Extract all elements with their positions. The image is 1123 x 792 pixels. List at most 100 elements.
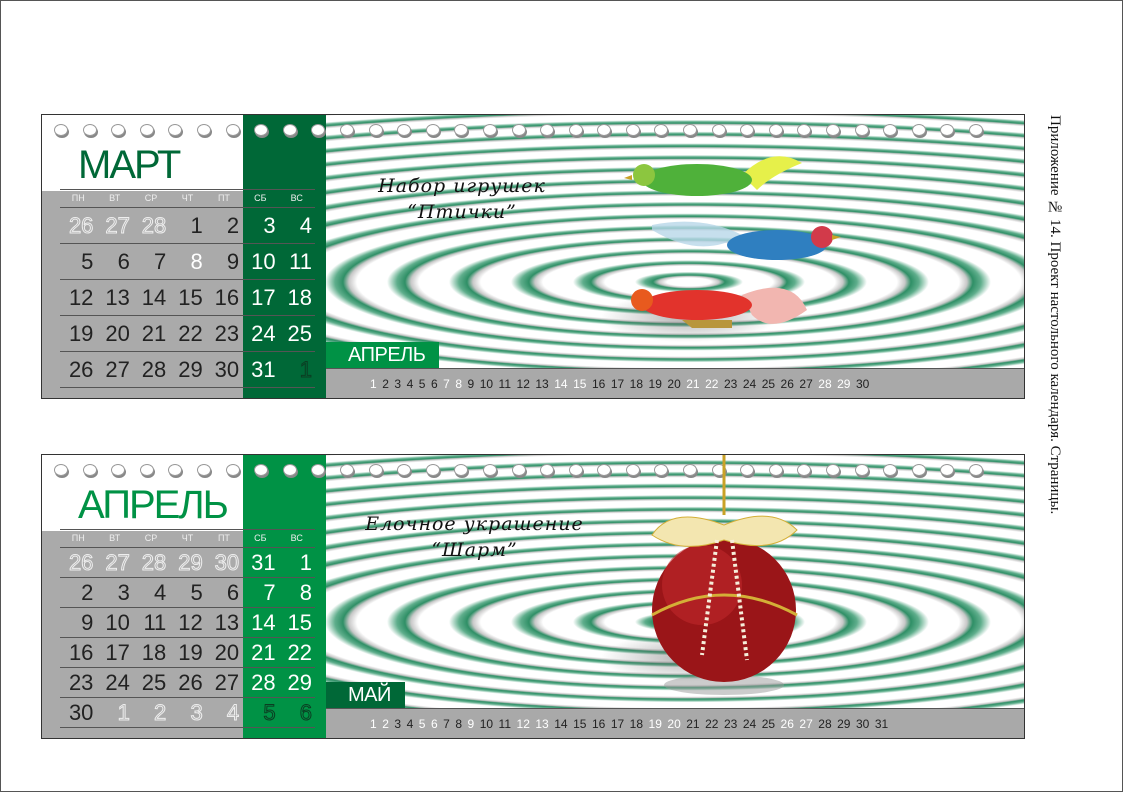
next-month-day: 31 [874, 717, 889, 731]
day-cell: 9 [226, 249, 240, 274]
binding-hole [339, 124, 354, 136]
next-month-day: 8 [455, 377, 462, 391]
week-row: 26 27 28 29 30 31 1 [60, 548, 315, 578]
binding-hole [111, 124, 126, 136]
next-month-day: 24 [742, 717, 757, 731]
day-cell: 12 [68, 285, 94, 310]
next-month-day: 16 [591, 717, 606, 731]
day-cell: 2 [226, 213, 240, 238]
next-month-day: 14 [554, 377, 568, 391]
day-cell: 15 [287, 610, 312, 635]
binding-hole [196, 464, 211, 476]
day-cell: 24 [251, 321, 276, 346]
day-cell: 8 [164, 243, 207, 280]
day-grid: ПН ВТ СР ЧТ ПТ СБ ВС 26 27 28 1 2 3 4 5 6 7 8 9 10 11 12 13 14… [60, 189, 315, 388]
next-month-day: 4 [406, 717, 414, 731]
next-month-day: 24 [742, 377, 757, 391]
binding-hole [740, 124, 755, 136]
binding-hole [282, 124, 297, 136]
spiral-holes [54, 463, 998, 481]
next-month-day: 28 [818, 717, 832, 731]
binding-hole [625, 124, 640, 136]
day-cell: 7 [154, 249, 167, 274]
day-cell: 12 [178, 610, 203, 635]
binding-hole [196, 124, 211, 136]
next-month-day: 14 [554, 717, 568, 731]
day-cell: 29 [178, 550, 203, 576]
day-cell: 5 [190, 580, 203, 605]
day-cell: 28 [141, 550, 167, 576]
day-cell: 4 [154, 580, 167, 605]
next-month-day: 28 [818, 377, 832, 391]
binding-hole [883, 124, 898, 136]
day-cell: 30 [214, 357, 240, 382]
weekday-label: СР [144, 533, 158, 543]
next-month-day: 30 [855, 717, 870, 731]
next-month-day: 12 [516, 717, 530, 731]
day-cell: 26 [178, 670, 203, 695]
next-month-day: 27 [799, 377, 813, 391]
day-cell: 31 [251, 550, 276, 575]
weekday-label: ВС [290, 193, 303, 203]
day-cell: 25 [141, 670, 167, 695]
week-row: 5 6 7 8 9 10 11 [60, 243, 315, 280]
binding-hole [397, 464, 412, 476]
day-cell: 1 [117, 700, 130, 726]
weekend-column [243, 115, 326, 398]
binding-hole [568, 464, 583, 476]
binding-hole [139, 124, 154, 136]
day-cell: 16 [68, 640, 94, 665]
day-cell: 19 [68, 321, 94, 346]
next-month-day: 26 [780, 377, 794, 391]
binding-hole [225, 464, 240, 476]
weekday-label: СР [144, 193, 158, 203]
week-row: 23 24 25 26 27 28 29 [60, 668, 315, 698]
binding-hole [768, 124, 783, 136]
day-cell: 30 [68, 700, 94, 725]
next-month-day: 27 [799, 717, 813, 731]
day-cell: 28 [251, 670, 276, 695]
day-cell: 3 [117, 580, 130, 605]
day-cell: 28 [141, 213, 167, 239]
binding-hole [654, 124, 669, 136]
next-month-day: 9 [467, 717, 475, 731]
month-title: МАРТ [78, 143, 181, 187]
next-month-day: 2 [382, 717, 389, 731]
calendar-page-2: АПРЕЛЬ ПН ВТ СР ЧТ ПТ СБ ВС 26 27 28 29 30 31 1 2 3 4 5 6… [41, 454, 1025, 739]
binding-hole [82, 464, 97, 476]
day-cell: 26 [68, 357, 94, 382]
day-cell: 6 [117, 249, 130, 274]
binding-hole [797, 464, 812, 476]
month-panel: МАРТ ПН ВТ СР ЧТ ПТ СБ ВС 26 27 28 1 2 3 4 5 6 7 8 9 10 11 1… [42, 115, 326, 398]
weekday-label: ВТ [109, 533, 121, 543]
binding-hole [54, 124, 68, 136]
binding-hole [311, 124, 326, 136]
binding-hole [254, 124, 269, 136]
day-cell: 31 [251, 357, 276, 382]
day-cell: 2 [81, 580, 94, 605]
next-month-day: 17 [610, 377, 625, 391]
next-month-day: 5 [418, 377, 426, 391]
day-cell: 9 [81, 610, 94, 635]
binding-hole [911, 464, 926, 476]
day-cell: 21 [141, 321, 167, 346]
day-cell: 15 [178, 285, 203, 310]
spiral-holes [54, 123, 998, 141]
week-row: 12 13 14 15 16 17 18 [60, 280, 315, 316]
day-cell: 16 [214, 285, 240, 310]
day-cell: 17 [251, 285, 276, 310]
next-month-day: 10 [479, 717, 494, 731]
binding-hole [482, 464, 497, 476]
binding-hole [311, 464, 326, 476]
next-month-day: 21 [686, 377, 700, 391]
weekday-label: ВС [290, 533, 303, 543]
next-month-day: 11 [498, 717, 512, 731]
binding-hole [883, 464, 898, 476]
binding-hole [854, 124, 869, 136]
day-cell: 18 [287, 285, 312, 310]
rings-background [326, 115, 1024, 368]
binding-hole [168, 124, 183, 136]
weekday-label: ПН [71, 533, 85, 543]
binding-hole [511, 464, 526, 476]
binding-hole [568, 124, 583, 136]
